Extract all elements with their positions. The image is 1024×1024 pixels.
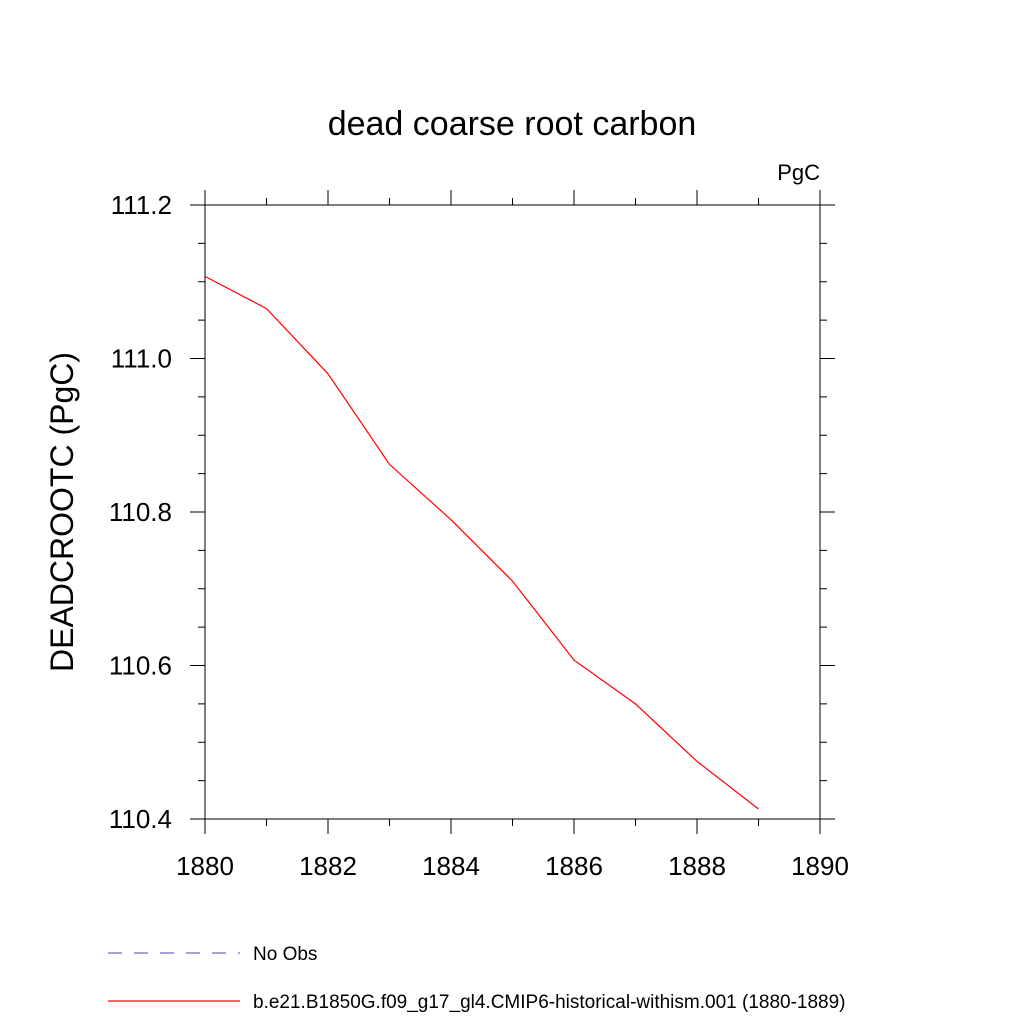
y-tick-label: 110.6	[109, 651, 172, 681]
x-tick-label: 1880	[176, 851, 234, 881]
y-tick-label: 111.0	[111, 344, 172, 374]
legend: No Obs b.e21.B1850G.f09_g17_gl4.CMIP6-his…	[108, 944, 846, 1013]
legend-label: No Obs	[253, 944, 317, 965]
chart-title: dead coarse root carbon	[328, 105, 697, 143]
x-tick-label: 1890	[791, 851, 849, 881]
legend-label: b.e21.B1850G.f09_g17_gl4.CMIP6-historica…	[253, 992, 846, 1013]
x-tick-labels: 1880 1882 1884 1886 1888 1890	[176, 851, 849, 881]
plot-frame	[204, 204, 821, 820]
x-tick-label: 1882	[299, 851, 357, 881]
y-tick-label: 111.2	[111, 190, 172, 220]
series-layer	[204, 275, 759, 810]
y-tick-labels: 110.4 110.6 110.8 111.0 111.2	[109, 190, 172, 834]
y-tick-label: 110.4	[109, 804, 172, 834]
units-label: PgC	[777, 160, 820, 185]
axis-ticks	[190, 190, 835, 834]
series-line	[204, 275, 759, 810]
x-tick-label: 1886	[545, 851, 603, 881]
y-tick-label: 110.8	[109, 497, 172, 527]
y-axis-label: DEADCROOTC (PgC)	[44, 352, 80, 672]
x-tick-label: 1884	[422, 851, 480, 881]
x-tick-label: 1888	[668, 851, 726, 881]
